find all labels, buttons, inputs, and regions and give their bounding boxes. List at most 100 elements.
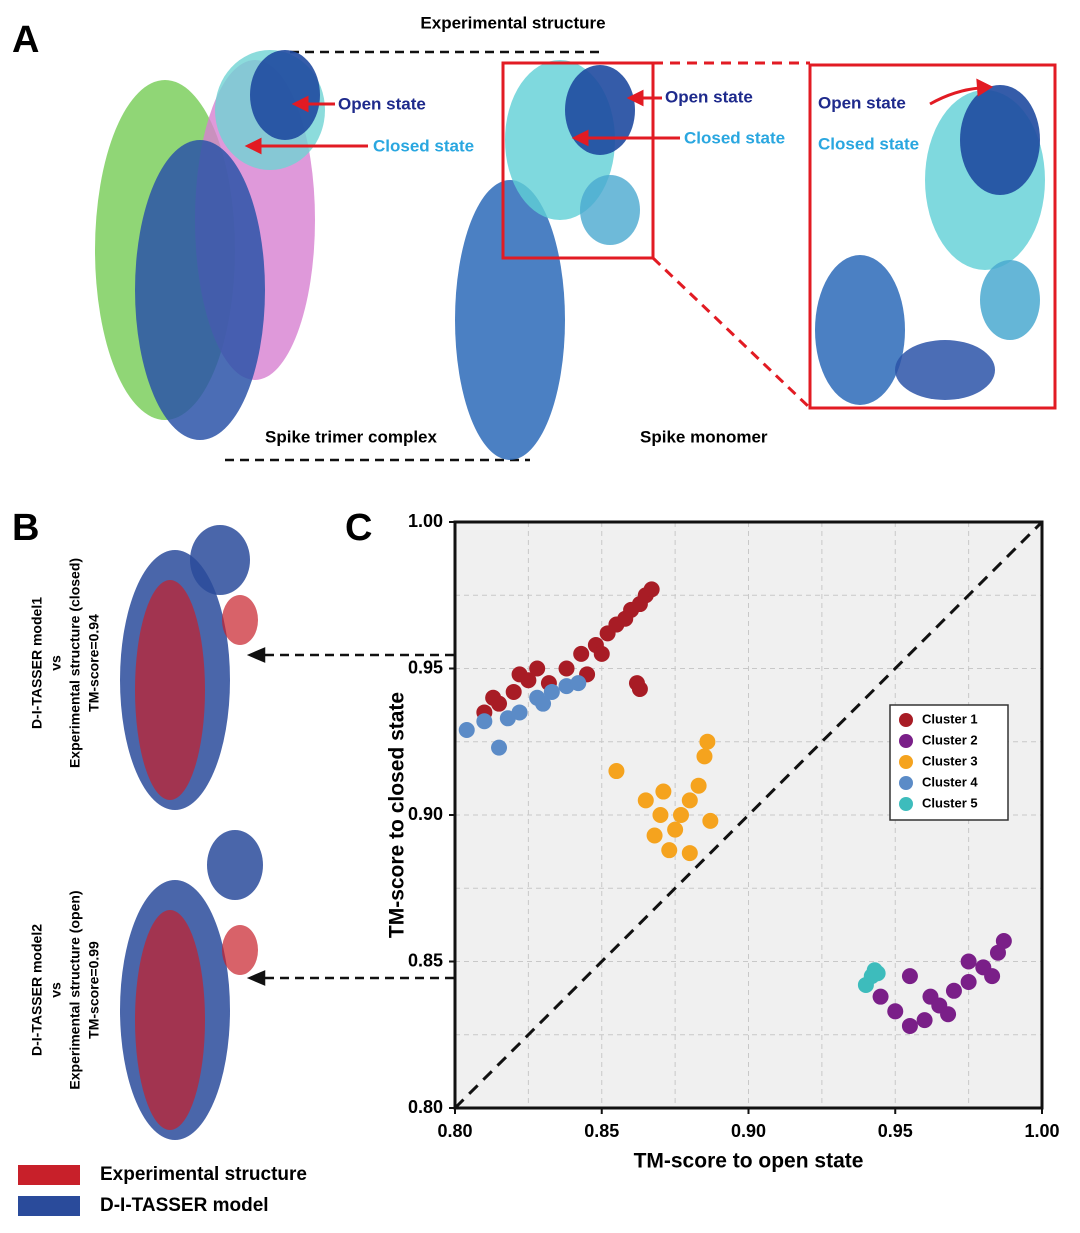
monomer-structure [455, 60, 640, 460]
label: Spike monomer [640, 427, 768, 446]
point [476, 713, 493, 730]
point [940, 1006, 957, 1023]
zoom-box [808, 63, 1057, 410]
x-tick-label: 0.85 [584, 1121, 619, 1141]
point [984, 968, 1001, 985]
y-tick-label: 0.90 [408, 804, 443, 824]
panel-label: B [12, 507, 39, 549]
x-tick-label: 0.90 [731, 1121, 766, 1141]
point [529, 660, 546, 677]
point [702, 812, 719, 829]
model-label: vs [48, 655, 64, 671]
model-label: Experimental structure (open) [67, 890, 83, 1089]
model-label: D-I-TASSER model2 [29, 924, 45, 1056]
point [667, 821, 684, 838]
legend-label: Cluster 3 [922, 753, 978, 768]
point [690, 777, 707, 794]
point [696, 748, 713, 765]
label: Spike trimer complex [265, 427, 438, 446]
point [681, 792, 698, 809]
zoom-structure [815, 85, 1045, 405]
point [901, 1017, 918, 1034]
legend-label: Cluster 4 [922, 774, 978, 789]
legend-swatch [18, 1196, 80, 1216]
arrows [244, 78, 994, 155]
point [901, 968, 918, 985]
point [661, 842, 678, 859]
model-label: Experimental structure (closed) [67, 558, 83, 768]
point [543, 683, 560, 700]
point [631, 681, 648, 698]
model-label: TM-score=0.94 [86, 614, 102, 712]
panel-label: C [345, 507, 372, 549]
point [593, 645, 610, 662]
zoom-box [501, 61, 655, 260]
y-tick-label: 0.95 [408, 657, 443, 677]
point [887, 1003, 904, 1020]
model-label: vs [48, 982, 64, 998]
point [535, 695, 552, 712]
x-tick-label: 1.00 [1024, 1121, 1059, 1141]
model-label: TM-score=0.99 [86, 941, 102, 1039]
legend-label: Cluster 5 [922, 795, 978, 810]
point [491, 739, 508, 756]
model2-structure [120, 830, 263, 1140]
label: Open state [665, 87, 753, 106]
panel-label: A [12, 19, 39, 61]
point [458, 722, 475, 739]
legend-label: Cluster 2 [922, 732, 978, 747]
point [511, 704, 528, 721]
point [520, 672, 537, 689]
point [570, 675, 587, 692]
point [655, 783, 672, 800]
legend-marker [899, 734, 913, 748]
label: Open state [338, 94, 426, 113]
point [573, 645, 590, 662]
legend-label: D-I-TASSER model [100, 1195, 269, 1216]
point [872, 988, 889, 1005]
label: Closed state [818, 134, 919, 153]
plot-frame [453, 520, 1044, 1110]
label: Closed state [373, 136, 474, 155]
point [960, 953, 977, 970]
point [699, 733, 716, 750]
label: Closed state [684, 128, 785, 147]
point [505, 683, 522, 700]
y-tick-label: 0.85 [408, 950, 443, 970]
point [646, 827, 663, 844]
legend-swatch [18, 1165, 80, 1185]
y-axis-label: TM-score to closed state [386, 692, 409, 938]
point [637, 792, 654, 809]
model-label: D-I-TASSER model1 [29, 597, 45, 729]
point [869, 965, 886, 982]
point [960, 974, 977, 991]
x-axis-label: TM-score to open state [634, 1150, 864, 1173]
point [643, 581, 660, 598]
point [681, 845, 698, 862]
legend-marker [899, 776, 913, 790]
point [608, 763, 625, 780]
legend-marker [899, 755, 913, 769]
legend-marker [899, 797, 913, 811]
model1-structure [120, 525, 258, 810]
label: Open state [818, 93, 906, 112]
point [672, 807, 689, 823]
legend-label: Cluster 1 [922, 711, 978, 726]
x-tick-label: 0.80 [437, 1121, 472, 1141]
point [652, 807, 669, 823]
zoom-line [651, 61, 812, 410]
point [491, 695, 508, 712]
x-tick-label: 0.95 [878, 1121, 913, 1141]
point [945, 982, 962, 999]
point [995, 932, 1012, 949]
legend-label: Experimental structure [100, 1164, 307, 1185]
y-tick-label: 1.00 [408, 511, 443, 531]
legend-marker [899, 713, 913, 727]
y-tick-label: 0.80 [408, 1097, 443, 1117]
diagonal [453, 520, 1044, 1110]
point [558, 660, 575, 677]
trimer-structure [95, 50, 325, 440]
label: Experimental structure [420, 13, 605, 32]
point [916, 1012, 933, 1029]
